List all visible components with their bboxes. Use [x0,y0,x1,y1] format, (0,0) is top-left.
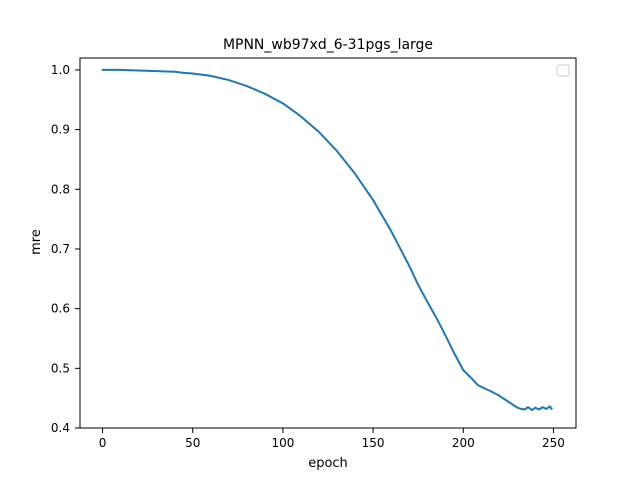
x-tick-label: 100 [271,436,294,450]
y-tick-label: 0.9 [51,123,70,137]
y-tick-label: 0.4 [51,421,70,435]
x-axis-label: epoch [308,456,348,471]
series-line-1 [101,68,553,412]
legend-box [556,64,570,77]
x-tick-label: 0 [99,436,107,450]
plot-frame [79,57,577,429]
x-tick-label: 50 [185,436,200,450]
y-tick-label: 0.6 [51,302,70,316]
y-tick-label: 0.5 [51,361,70,375]
y-tick-label: 0.8 [51,182,70,196]
y-axis-label: mre [29,229,44,255]
y-tick-label: 0.7 [51,242,70,256]
chart-title: MPNN_wb97xd_6-31pgs_large [223,37,433,53]
x-tick-label: 250 [542,436,565,450]
series-layer [101,68,553,412]
x-tick-label: 150 [362,436,385,450]
y-tick-label: 1.0 [51,63,70,77]
x-axis: 0 50 100 150 200 250 [99,428,565,450]
y-axis: 0.4 0.5 0.6 0.7 0.8 0.9 1.0 [51,63,80,435]
x-tick-label: 200 [452,436,475,450]
